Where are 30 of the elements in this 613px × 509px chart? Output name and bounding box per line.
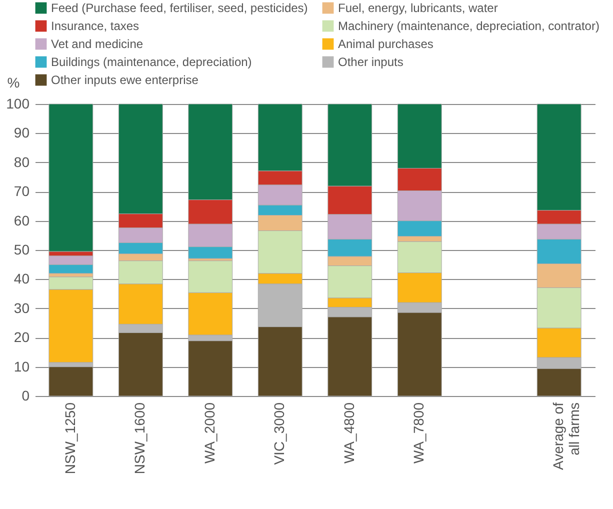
y-tick-label: 30 xyxy=(14,300,30,316)
y-tick-label: 100 xyxy=(6,96,30,112)
y-tick-label: 10 xyxy=(14,358,30,374)
x-tick-label: WA_2000 xyxy=(201,402,218,464)
x-tick-label: NSW_1600 xyxy=(132,402,148,474)
legend-label: Buildings (maintenance, depreciation) xyxy=(51,55,252,69)
y-tick-label: 0 xyxy=(22,388,30,404)
legend-label: Vet and medicine xyxy=(51,37,144,51)
bar xyxy=(48,366,94,396)
legend-label: Other inputs ewe enterprise xyxy=(51,73,199,87)
x-tick-label: WA_4800 xyxy=(340,402,357,464)
y-tick-label: 20 xyxy=(14,329,30,346)
legend-label: Feed (Purchase feed, fertiliser, seed, pesticides) xyxy=(51,1,308,15)
x-tick-label: WA_7800 xyxy=(410,402,427,464)
y-tick-label: 90 xyxy=(14,124,30,141)
y-tick-label: 40 xyxy=(14,270,30,287)
legend-label: Other inputs xyxy=(338,55,404,69)
x-tick-label: NSW_1250 xyxy=(62,402,78,474)
legend-label: Fuel, energy, lubricants, water xyxy=(338,1,498,15)
legend-label: Machinery (maintenance, depreciation, contrator) xyxy=(338,19,600,33)
y-tick-label: 50 xyxy=(14,242,30,258)
bar xyxy=(48,104,94,252)
y-tick-label: 60 xyxy=(14,212,30,228)
x-tick-label: Average of all farms xyxy=(550,402,582,470)
x-tick-label: VIC_3000 xyxy=(271,402,288,465)
y-axis-title: % xyxy=(7,74,20,90)
legend-label: Insurance, taxes xyxy=(51,19,140,33)
y-tick-label: 80 xyxy=(14,154,30,170)
y-tick-label: 70 xyxy=(14,183,30,200)
legend-label: Animal purchases xyxy=(338,37,434,51)
